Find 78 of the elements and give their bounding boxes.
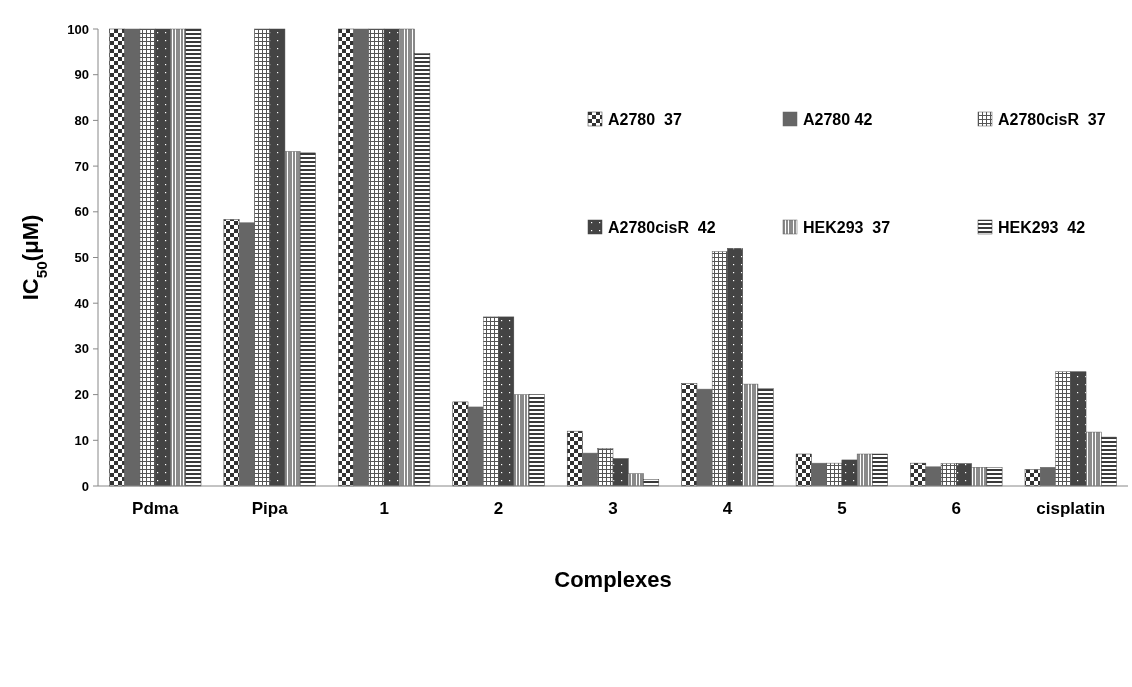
y-tick-label: 10	[74, 432, 89, 448]
x-tick-label: Pipa	[251, 499, 289, 518]
bar	[254, 28, 270, 487]
x-tick-label: 3	[608, 499, 618, 518]
y-tick-label: 0	[81, 478, 89, 494]
bar	[498, 316, 515, 487]
bar	[170, 28, 186, 487]
bar	[269, 28, 286, 487]
bar	[727, 248, 743, 487]
bar	[566, 430, 583, 487]
bar	[238, 222, 255, 487]
bar	[368, 28, 385, 487]
bar	[414, 53, 431, 487]
legend-label: A2780 37	[608, 110, 682, 128]
y-tick-label: 20	[74, 387, 89, 403]
bar	[696, 388, 713, 487]
y-tick-label: 40	[74, 295, 89, 311]
bar	[284, 151, 301, 487]
x-tick-label: cisplatin	[1036, 499, 1106, 518]
bar	[582, 452, 598, 487]
legend-label: A2780cisR 42	[608, 218, 716, 236]
bar	[1055, 371, 1072, 487]
x-tick-label: 6	[951, 499, 962, 518]
bar	[139, 28, 156, 487]
bar	[986, 467, 1003, 487]
bar	[383, 28, 400, 487]
bar	[528, 394, 545, 487]
bar	[742, 383, 759, 487]
y-tick-label: 50	[74, 250, 89, 266]
y-tick-label: 70	[74, 158, 89, 174]
bar	[1085, 431, 1102, 487]
bar	[124, 28, 141, 487]
bar	[757, 388, 774, 487]
bar	[467, 406, 484, 487]
y-tick-label: 80	[74, 112, 89, 128]
bar	[399, 28, 415, 487]
bar	[109, 28, 125, 487]
legend-label: HEK293 42	[998, 218, 1086, 236]
bar	[628, 473, 644, 487]
legend-label: A2780cisR 37	[998, 110, 1106, 128]
bar	[597, 448, 614, 487]
bar	[1024, 469, 1041, 487]
x-axis-title: Complexes	[554, 567, 672, 592]
bar	[856, 453, 873, 487]
bar	[956, 463, 972, 487]
bar	[1070, 371, 1087, 487]
bar	[1101, 436, 1117, 487]
bar	[811, 462, 827, 487]
bar	[795, 453, 812, 487]
bar	[353, 28, 370, 487]
bar	[513, 394, 530, 487]
bar	[826, 462, 843, 487]
x-tick-label: 2	[493, 499, 504, 518]
bar	[223, 219, 240, 487]
y-tick-label: 60	[74, 204, 89, 220]
bar	[910, 462, 927, 487]
bar	[452, 401, 469, 487]
x-tick-label: 5	[837, 499, 847, 518]
bar	[338, 28, 354, 487]
x-tick-label: 4	[722, 499, 733, 518]
y-tick-label: 90	[74, 67, 89, 83]
bar	[925, 466, 942, 487]
y-tick-label: 100	[67, 21, 89, 37]
bar	[711, 251, 728, 487]
y-tick-label: 30	[74, 341, 89, 357]
bar	[681, 383, 698, 487]
x-tick-label: Pdma	[132, 499, 179, 518]
legend-label: HEK293 37	[803, 218, 891, 236]
x-tick-label: 1	[379, 499, 389, 518]
bar	[483, 316, 499, 487]
bar	[154, 28, 171, 487]
legend-label: A2780 42	[803, 110, 873, 128]
bar	[612, 458, 629, 487]
bar	[872, 453, 888, 487]
bar	[940, 463, 957, 487]
bar	[841, 459, 858, 487]
bar	[185, 28, 202, 487]
bar	[299, 152, 316, 487]
